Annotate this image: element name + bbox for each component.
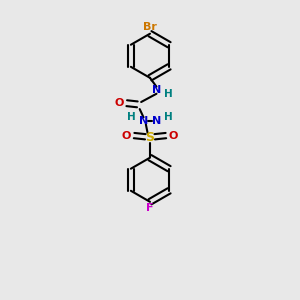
Text: F: F xyxy=(146,203,154,213)
Text: O: O xyxy=(115,98,124,108)
Text: O: O xyxy=(169,130,178,141)
Text: H: H xyxy=(164,89,173,99)
Text: N: N xyxy=(152,116,161,126)
Text: Br: Br xyxy=(143,22,157,32)
Text: H: H xyxy=(127,112,136,122)
Text: N: N xyxy=(139,116,148,126)
Text: H: H xyxy=(164,112,173,122)
Text: N: N xyxy=(152,85,161,95)
Text: S: S xyxy=(146,131,154,144)
Text: O: O xyxy=(122,130,131,141)
